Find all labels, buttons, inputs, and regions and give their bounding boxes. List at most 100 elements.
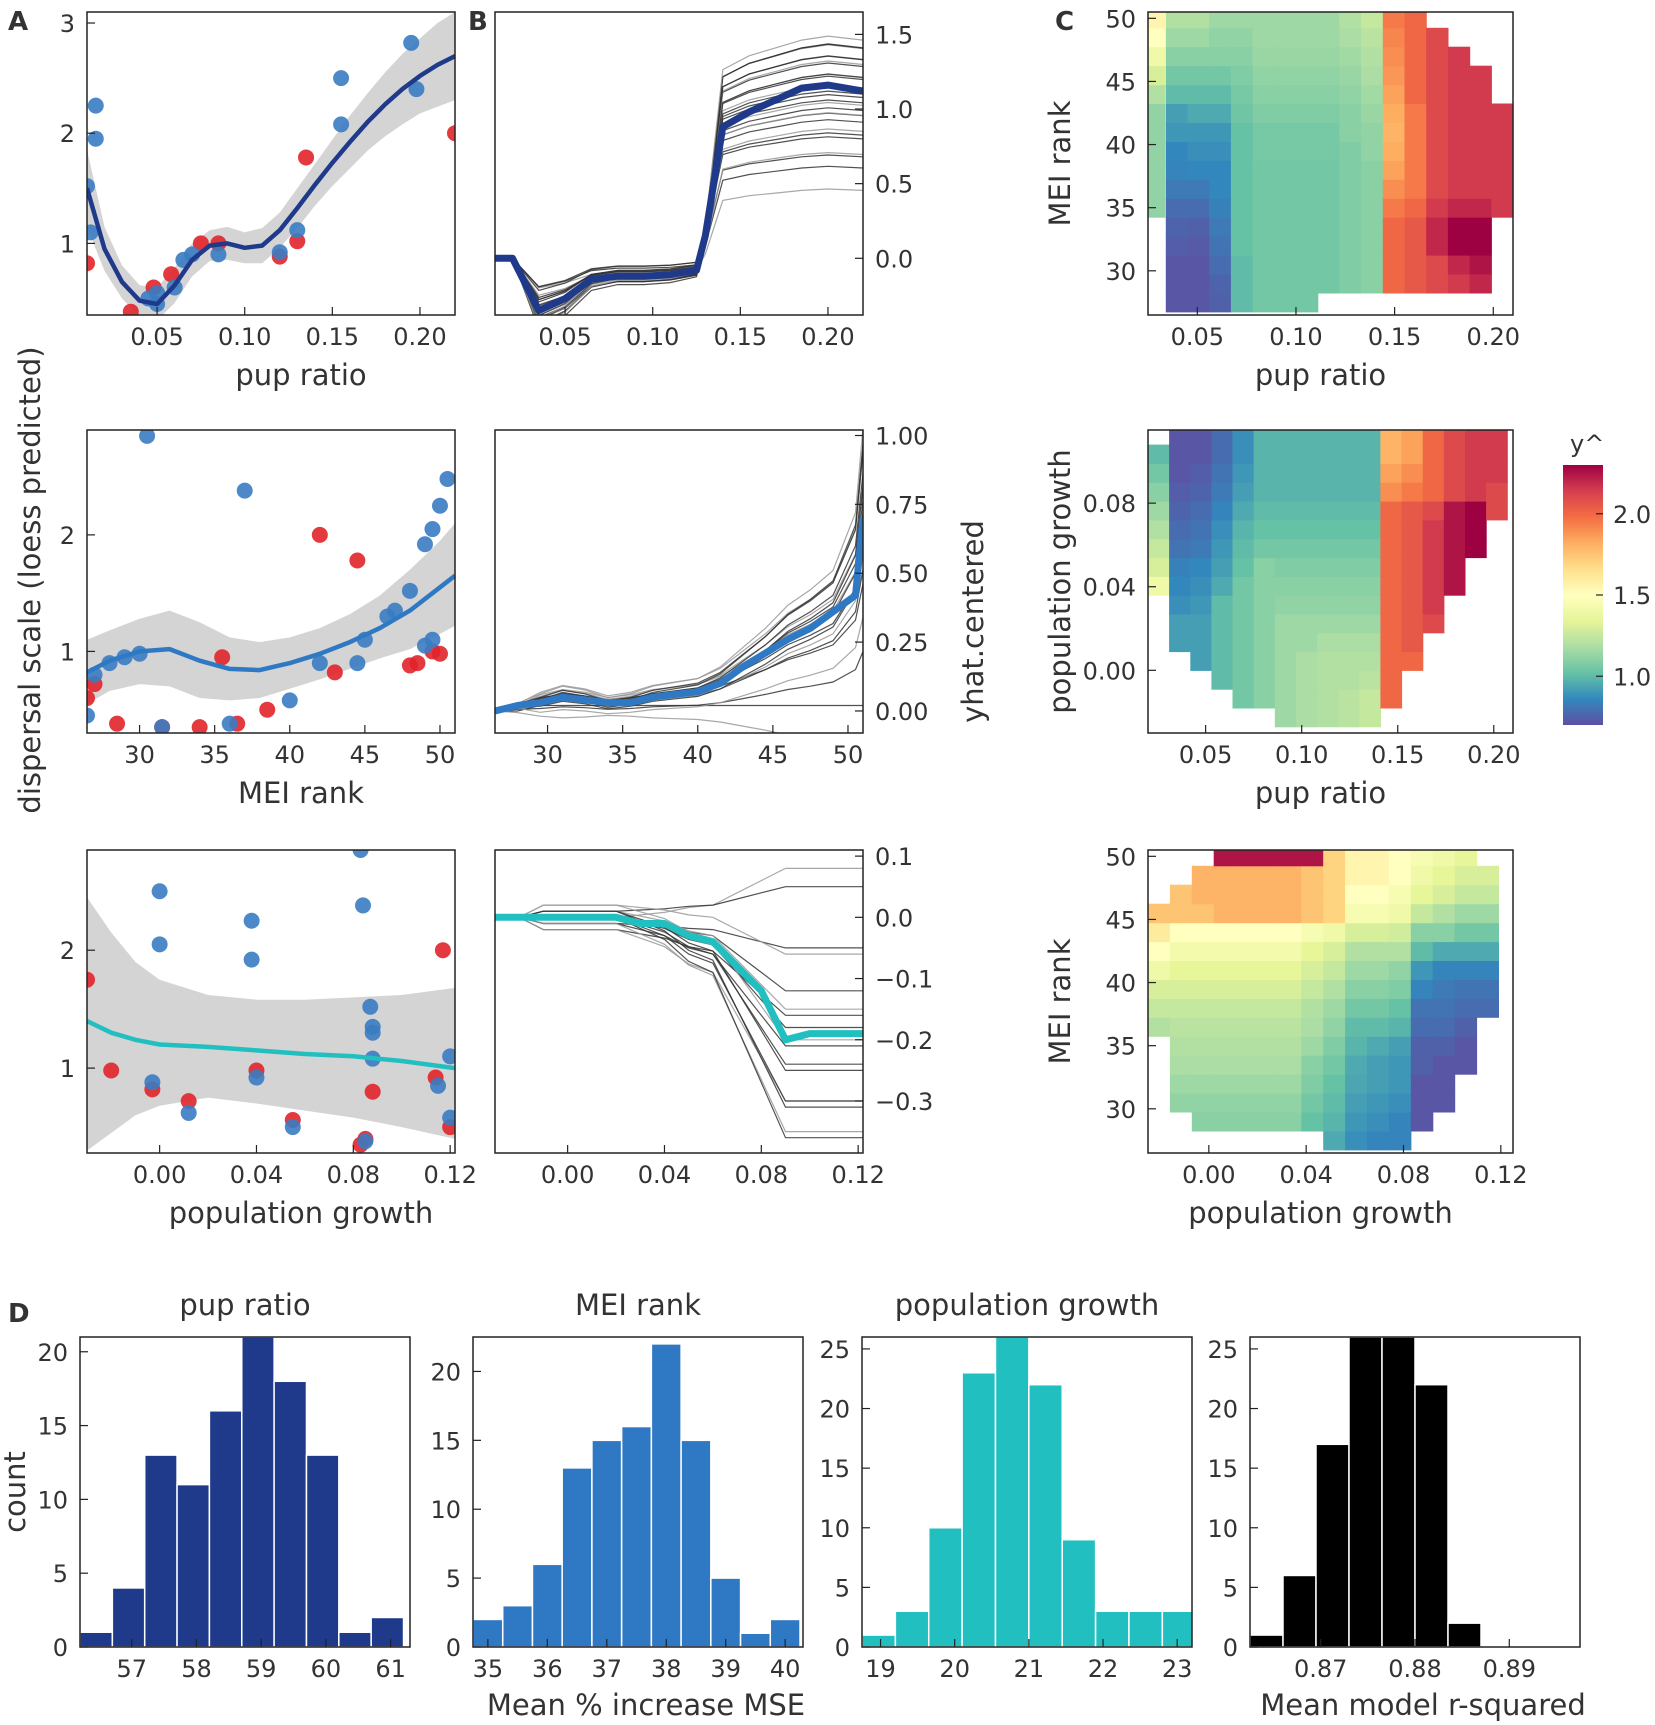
y-tick-label: 5 (1223, 1574, 1238, 1602)
heat-cell (1382, 65, 1406, 86)
heat-cell (1257, 1074, 1280, 1094)
ice-line (495, 617, 863, 715)
heat-cell (1169, 1036, 1193, 1056)
heat-cell (1323, 998, 1346, 1018)
heat-cell (1257, 1055, 1280, 1075)
heat-cell (1367, 903, 1390, 924)
heat-cell (1380, 557, 1403, 577)
heat-cell (1191, 941, 1215, 961)
heat-cell (1169, 430, 1191, 446)
ice-line (495, 910, 863, 1108)
heat-cell (1296, 46, 1319, 67)
heat-cell (1486, 430, 1508, 446)
histogram-bar (305, 1454, 340, 1647)
x-tick-label: 0.05 (1179, 741, 1232, 769)
heat-cell (1382, 160, 1406, 180)
y-tick-label: 0.0 (875, 904, 913, 932)
heat-cell (1323, 922, 1346, 943)
heat-cell (1426, 103, 1449, 123)
heat-cell (1211, 501, 1234, 521)
heat-cell (1443, 538, 1466, 559)
histogram-bar (1161, 1610, 1192, 1647)
heat-cell (1491, 179, 1513, 199)
heat-cell (1367, 979, 1390, 999)
y-tick-label: 5 (835, 1574, 850, 1602)
heat-cell (1274, 519, 1297, 540)
point-blue (401, 582, 418, 599)
heat-cell (1232, 613, 1255, 634)
heat-cell (1165, 292, 1189, 313)
heat-cell (1169, 463, 1191, 483)
heat-cell (1191, 960, 1215, 980)
heat-cell (1359, 707, 1381, 728)
heat-cell (1426, 46, 1449, 67)
heat-cell (1279, 922, 1302, 943)
heat-cell (1279, 941, 1302, 961)
heat-cell (1361, 84, 1384, 105)
heat-cell (1274, 632, 1297, 653)
x-tick-label: 57 (116, 1655, 147, 1683)
heat-cell (1422, 482, 1445, 502)
heat-cell (1443, 444, 1466, 464)
heat-cell (1296, 122, 1319, 142)
point-blue (408, 81, 425, 98)
heat-cell (1486, 444, 1508, 464)
heat-cell (1382, 46, 1406, 67)
heat-cell (1148, 444, 1170, 464)
heat-cell (1165, 217, 1189, 237)
heat-cell (1317, 122, 1340, 142)
histogram-bar (591, 1439, 623, 1647)
heat-cell (1235, 1112, 1259, 1132)
point-red (259, 701, 276, 718)
heat-cell (1257, 960, 1280, 980)
heat-cell (1257, 850, 1280, 867)
heat-cell (1190, 613, 1212, 634)
point-blue (403, 34, 420, 51)
heat-cell (1169, 960, 1193, 980)
heat-cell (1388, 903, 1412, 924)
heat-cell (1317, 463, 1339, 483)
heat-cell (1190, 430, 1212, 446)
heat-cell (1382, 141, 1406, 161)
heat-cell (1148, 1017, 1171, 1037)
point-red (180, 1093, 197, 1110)
point-red (87, 690, 95, 707)
heat-cell (1274, 122, 1297, 142)
heat-cell (1295, 444, 1318, 464)
axes-frame (79, 1336, 411, 1648)
heat-cell (1317, 576, 1339, 596)
heat-cell (1388, 1130, 1412, 1151)
heat-cell (1274, 444, 1297, 464)
heat-cell (1401, 430, 1424, 446)
heat-cell (1443, 557, 1466, 577)
heat-cell (1169, 613, 1191, 634)
heat-cell (1169, 884, 1193, 905)
heat-cell (1295, 482, 1318, 502)
heat-cell (1279, 1055, 1302, 1075)
heat-cell (1232, 651, 1255, 671)
heat-cell (1252, 236, 1275, 256)
heat-cell (1323, 941, 1346, 961)
heat-cell (1317, 557, 1339, 577)
heat-cell (1295, 576, 1318, 596)
heat-cell (1209, 255, 1232, 275)
heat-cell (1317, 217, 1340, 237)
heat-cell (1165, 236, 1189, 256)
x-tick-label: 0.00 (541, 1161, 594, 1189)
heat-cell (1252, 141, 1275, 161)
heat-cell (1274, 179, 1297, 199)
heat-cell (1382, 236, 1406, 256)
heat-cell (1191, 884, 1215, 905)
heat-cell (1388, 979, 1412, 999)
heat-cell (1213, 998, 1237, 1018)
heat-cell (1257, 998, 1280, 1018)
heat-cell (1410, 979, 1434, 999)
heat-cell (1317, 519, 1339, 540)
ice-line (495, 651, 863, 712)
heatmap-pup-ratio-population-growth: 0.05 0.10 0.15 0.20 0.00 0.04 0.08 pup ratio pop… (1043, 429, 1521, 810)
x-tick-label: 0.20 (393, 323, 446, 351)
heat-cell (1235, 979, 1259, 999)
heat-cell (1253, 482, 1276, 502)
histogram-r-squared: 0.87 0.88 0.89 0 5 10 15 20 25 Mean model r-squar… (1207, 1336, 1585, 1722)
heat-cell (1410, 1112, 1434, 1132)
